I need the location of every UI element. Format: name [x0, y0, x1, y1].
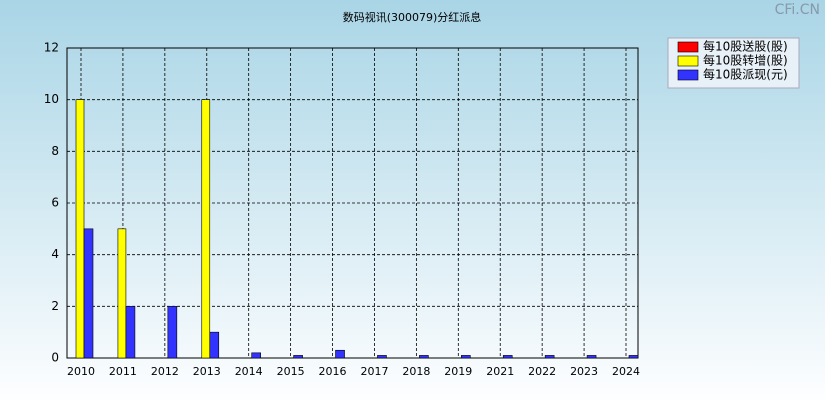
bar [117, 228, 127, 359]
bar [209, 331, 220, 359]
x-tick-label: 2023 [570, 365, 598, 378]
y-tick-label: 4 [51, 247, 59, 261]
legend-swatch [677, 55, 699, 67]
bar [419, 355, 429, 359]
x-tick-label: 2021 [486, 365, 514, 378]
x-tick-label: 2019 [444, 365, 472, 378]
y-tick-label: 0 [51, 351, 59, 365]
legend-swatch [677, 69, 699, 81]
bar [461, 355, 471, 359]
bar [83, 228, 94, 359]
bar [167, 306, 178, 359]
y-tick-label: 6 [51, 196, 59, 210]
y-tick-label: 10 [44, 92, 59, 106]
bar [125, 306, 136, 359]
x-tick-label: 2016 [319, 365, 347, 378]
y-tick-label: 8 [51, 144, 59, 158]
bar [377, 355, 387, 359]
legend-label: 每10股派现(元) [703, 67, 788, 82]
y-tick-label: 2 [51, 299, 59, 313]
x-tick-label: 2010 [67, 365, 95, 378]
bar [502, 355, 513, 359]
watermark: CFi.CN [775, 2, 820, 18]
y-tick-label: 12 [44, 41, 59, 55]
x-tick-label: 2011 [109, 365, 137, 378]
x-tick-label: 2013 [193, 365, 221, 378]
x-tick-label: 2017 [360, 365, 388, 378]
x-tick-label: 2015 [277, 365, 305, 378]
bar [335, 349, 345, 359]
x-tick-label: 2012 [151, 365, 179, 378]
x-tick-label: 2022 [528, 365, 556, 378]
legend-label: 每10股送股(股) [703, 39, 788, 54]
legend-label: 每10股转增(股) [703, 53, 788, 68]
bar [586, 355, 597, 359]
bar [544, 355, 555, 359]
x-tick-label: 2024 [612, 365, 640, 378]
chart-title: 数码视讯(300079)分红派息 [343, 10, 482, 24]
bar [201, 99, 211, 359]
bar [75, 99, 85, 359]
bar [628, 355, 639, 359]
bar [293, 355, 303, 359]
legend-swatch [677, 41, 699, 53]
bar [251, 352, 261, 359]
x-tick-label: 2014 [235, 365, 263, 378]
x-tick-label: 2018 [402, 365, 430, 378]
